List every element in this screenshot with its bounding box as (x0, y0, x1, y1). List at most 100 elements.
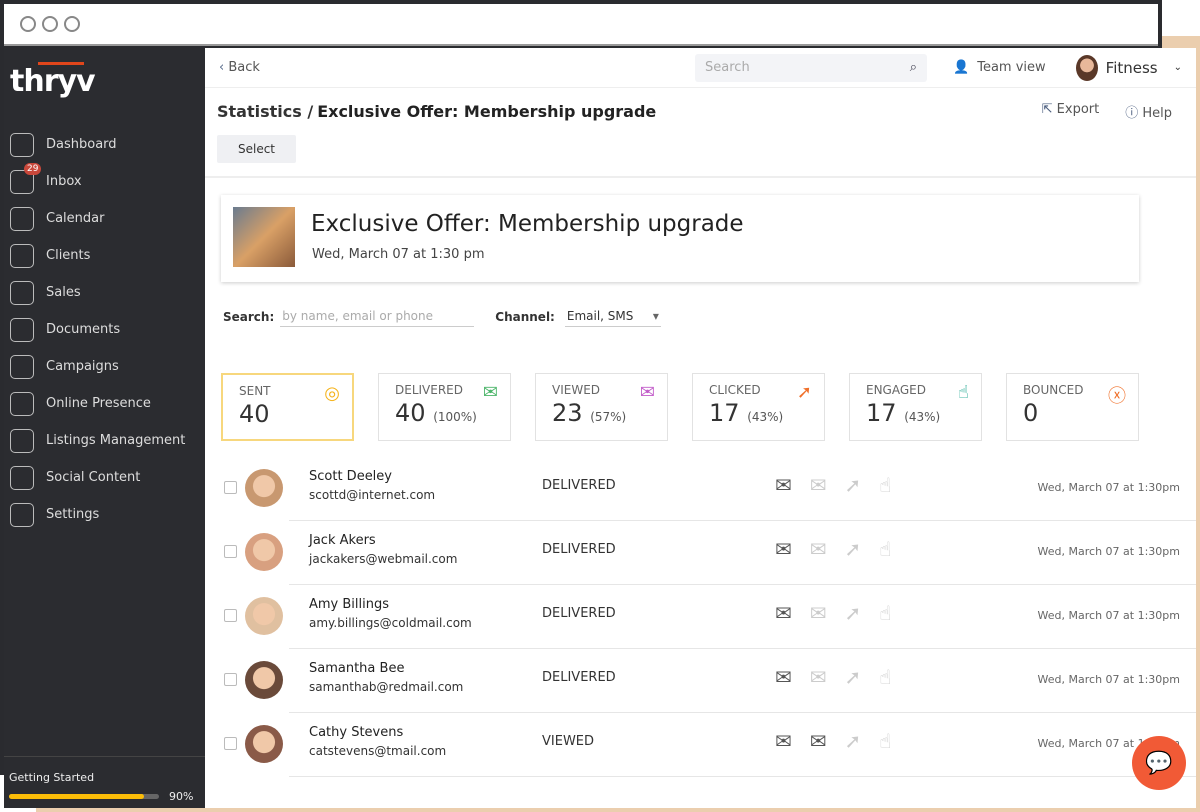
contact-avatar (245, 469, 283, 507)
sidebar-item-online-presence[interactable]: Online Presence (4, 385, 205, 422)
contact-row[interactable]: Cathy Stevens catstevens@tmail.com VIEWED ✉… (224, 713, 1196, 777)
clients-icon (10, 243, 34, 268)
search-icon[interactable]: ⌕ (909, 60, 918, 75)
chevron-left-icon: ‹ (219, 60, 229, 75)
row-checkbox[interactable] (224, 737, 237, 750)
sidebar-item-documents[interactable]: Documents (4, 311, 205, 348)
window-control[interactable] (42, 16, 58, 32)
breadcrumb: Statistics / Exclusive Offer: Membership … (217, 102, 656, 121)
contact-list: Scott Deeley scottd@internet.com DELIVERED… (205, 457, 1196, 777)
viewed-icon: ✉ (809, 537, 827, 561)
sidebar-item-sales[interactable]: Sales (4, 274, 205, 311)
clicked-icon: ➚ (844, 601, 862, 625)
stat-label: VIEWED (552, 383, 601, 397)
gear-icon (10, 502, 34, 527)
sidebar-item-label: Campaigns (46, 359, 119, 374)
stat-engaged[interactable]: ENGAGED 17 (43%) ☝ (849, 373, 982, 441)
export-icon: ⇱ (1041, 102, 1057, 117)
sidebar-item-inbox[interactable]: 29 Inbox (4, 162, 205, 200)
engaged-icon: ☝ (879, 665, 892, 689)
back-button[interactable]: ‹ Back (219, 60, 260, 75)
contact-row[interactable]: Amy Billings amy.billings@coldmail.com DEL… (224, 585, 1196, 649)
engaged-icon: ☝ (879, 537, 892, 561)
sidebar-item-calendar[interactable]: Calendar (4, 200, 205, 237)
export-button[interactable]: ⇱ Export (1042, 102, 1100, 121)
row-checkbox[interactable] (224, 673, 237, 686)
breadcrumb-statistics[interactable]: Statistics / (217, 102, 314, 121)
contact-email: samanthab@redmail.com (309, 680, 464, 694)
select-button[interactable]: Select (217, 135, 296, 163)
sidebar-item-label: Dashboard (46, 137, 117, 152)
person-icon: 👤 (953, 60, 970, 75)
contact-name: Amy Billings (309, 597, 390, 612)
search-input[interactable]: Search ⌕ (695, 53, 928, 82)
tap-hand-icon: ☝ (958, 382, 969, 403)
engaged-icon: ☝ (879, 601, 892, 625)
window-control[interactable] (64, 16, 80, 32)
stat-sent[interactable]: SENT 40 ◎ (221, 373, 354, 441)
contact-row[interactable]: Jack Akers jackakers@webmail.com DELIVERED… (224, 521, 1196, 585)
page-title: Exclusive Offer: Membership upgrade (317, 102, 657, 121)
sidebar-item-dashboard[interactable]: Dashboard (4, 126, 205, 163)
contact-email: catstevens@tmail.com (309, 744, 447, 758)
contact-avatar (245, 661, 283, 699)
contact-row[interactable]: Samantha Bee samanthab@redmail.com DELIVER… (224, 649, 1196, 713)
getting-started-label: Getting Started (9, 771, 95, 784)
window-titlebar (4, 4, 1158, 46)
back-label: Back (228, 60, 260, 75)
row-checkbox[interactable] (224, 609, 237, 622)
channel-dropdown[interactable]: Email, SMS ▾ (564, 306, 661, 327)
campaign-card: Exclusive Offer: Membership upgrade Wed,… (221, 195, 1139, 282)
account-menu[interactable]: Fitness ⌄ (1075, 54, 1182, 81)
clicked-icon: ➚ (844, 665, 862, 689)
contact-date: Wed, March 07 at 1:30pm (1037, 545, 1180, 558)
stats-row: SENT 40 ◎ DELIVERED 40 (100%) ✉ VIEWED 23 (57%… (221, 373, 1139, 441)
stat-label: SENT (239, 384, 271, 398)
sidebar-item-campaigns[interactable]: Campaigns (4, 348, 205, 385)
contact-row[interactable]: Scott Deeley scottd@internet.com DELIVERED… (224, 457, 1196, 521)
sidebar-item-label: Clients (46, 248, 91, 263)
stat-value: 40 (395, 399, 426, 427)
campaign-image (233, 207, 295, 267)
contact-date: Wed, March 07 at 1:30pm (1037, 673, 1180, 686)
sidebar-item-listings-management[interactable]: Listings Management (4, 422, 205, 459)
stat-percent: (43%) (747, 410, 784, 424)
target-icon: ◎ (324, 383, 340, 404)
stat-viewed[interactable]: VIEWED 23 (57%) ✉ (535, 373, 668, 441)
chat-icon: 💬 (1145, 750, 1173, 776)
sidebar-item-label: Documents (46, 322, 121, 337)
app: thryv Dashboard 29 Inbox Calendar Clients Sal… (4, 48, 1196, 808)
row-checkbox[interactable] (224, 481, 237, 494)
contact-status: DELIVERED (542, 542, 616, 557)
stat-delivered[interactable]: DELIVERED 40 (100%) ✉ (378, 373, 511, 441)
thryv-logo: thryv (10, 62, 96, 99)
sidebar-item-label: Sales (46, 285, 81, 300)
contact-name: Cathy Stevens (309, 725, 404, 740)
contact-name: Jack Akers (309, 533, 376, 548)
row-checkbox[interactable] (224, 545, 237, 558)
dashboard-icon (10, 132, 34, 157)
clicked-icon: ➚ (844, 537, 862, 561)
viewed-icon: ✉ (809, 601, 827, 625)
stat-clicked[interactable]: CLICKED 17 (43%) ➚ (692, 373, 825, 441)
contact-avatar (245, 597, 283, 635)
getting-started[interactable]: Getting Started 90% (4, 756, 205, 808)
contact-avatar (245, 725, 283, 763)
contact-search-input[interactable]: by name, email or phone (280, 306, 475, 327)
campaign-date: Wed, March 07 at 1:30 pm (312, 247, 485, 262)
sidebar-item-clients[interactable]: Clients (4, 237, 205, 274)
chat-button[interactable]: 💬 (1132, 736, 1186, 790)
open-envelope-icon: ✉ (639, 382, 655, 403)
sidebar-item-social-content[interactable]: Social Content (4, 459, 205, 496)
delivered-icon: ✉ (775, 601, 792, 625)
team-view-button[interactable]: 👤 Team view (953, 60, 1046, 75)
window-control[interactable] (20, 16, 36, 32)
stat-label: DELIVERED (395, 383, 463, 397)
caret-down-icon: ▾ (652, 309, 659, 323)
help-button[interactable]: ⓘ Help (1125, 102, 1172, 121)
stat-percent: (43%) (904, 410, 941, 424)
sidebar-item-settings[interactable]: Settings (4, 496, 205, 533)
viewed-icon: ✉ (809, 473, 827, 497)
stat-bounced[interactable]: BOUNCED 0 ⓧ (1006, 373, 1139, 441)
contact-email: amy.billings@coldmail.com (309, 616, 472, 630)
